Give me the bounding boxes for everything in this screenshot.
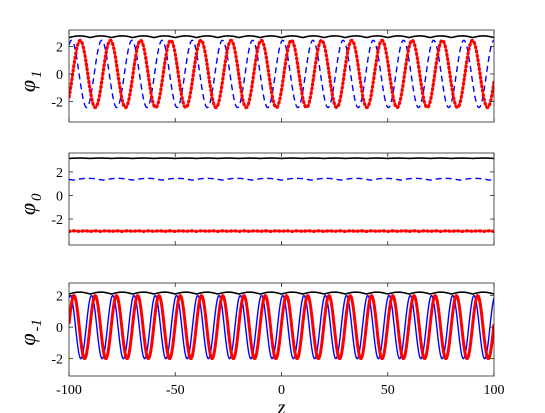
ytick-label-bottom-0: -2 (51, 353, 63, 368)
series-line-top-1 (69, 39, 494, 109)
panel-bottom: -2 0 2 -100 -50 0 50 100 z φ -1 (15, 282, 505, 413)
series-line-middle-1 (69, 177, 494, 181)
series-group-bottom (69, 291, 494, 361)
series-group-top (69, 35, 494, 110)
series-line-bottom-0 (69, 291, 494, 295)
ytick-label-top-1: 0 (56, 68, 63, 83)
x-axis-label: z (277, 397, 286, 413)
ytick-label-top-0: -2 (51, 95, 63, 110)
ytick-label-bottom-1: 0 (56, 321, 63, 336)
ytick-label-middle-0: -2 (51, 213, 63, 228)
y-axis-label-subscript-top: 1 (29, 71, 45, 79)
series-line-bottom-2 (69, 294, 494, 361)
y-axis-label-subscript-bottom: -1 (29, 319, 45, 332)
ytick-label-bottom-2: 2 (56, 290, 63, 305)
y-axis-label-top: φ1 (15, 71, 45, 93)
xtick-label-1: -50 (166, 383, 185, 398)
series-group-middle (69, 157, 494, 234)
series-line-middle-2 (69, 229, 494, 234)
y-axis-label-symbol-top: φ (15, 80, 40, 92)
series-line-top-2 (69, 38, 494, 110)
xtick-label-3: 50 (381, 383, 395, 398)
panel-top: -2 0 2 φ1 (15, 29, 495, 123)
y-axis-label-symbol-middle: φ (15, 203, 40, 215)
ytick-label-middle-2: 2 (56, 166, 63, 181)
y-axis-label-subscript-middle: 0 (29, 193, 45, 201)
y-axis-label-symbol-bottom: φ (15, 334, 40, 346)
xtick-label-4: 100 (484, 383, 505, 398)
series-line-top-0 (69, 35, 494, 39)
xtick-label-2: 0 (278, 383, 285, 398)
ytick-label-top-2: 2 (56, 40, 63, 55)
y-axis-label-bottom: φ -1 (15, 319, 45, 346)
ytick-label-middle-1: 0 (56, 189, 63, 204)
y-axis-label-middle: φ0 (15, 193, 45, 215)
xtick-label-0: -100 (56, 383, 82, 398)
